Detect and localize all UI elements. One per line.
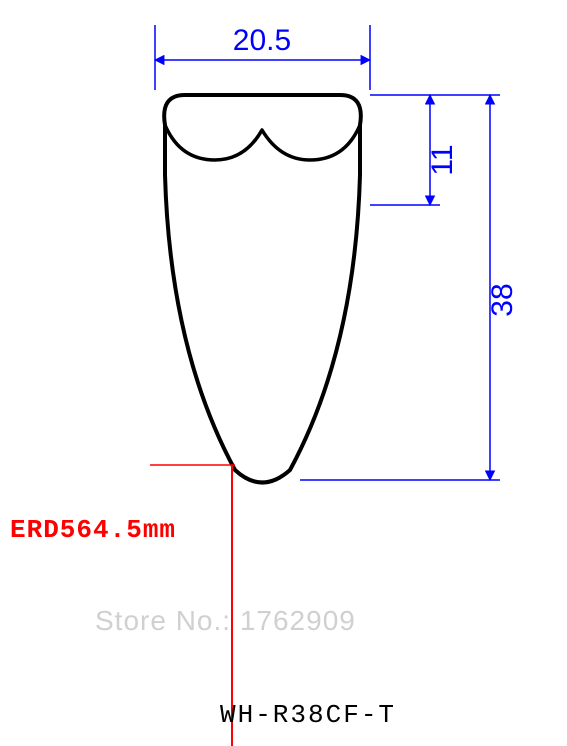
rim-profile bbox=[164, 95, 361, 483]
watermark: Store No.: 1762909 bbox=[95, 605, 356, 637]
dimension-labels: 20.5 11 38 bbox=[233, 24, 519, 317]
total-height-label: 38 bbox=[486, 283, 519, 316]
width-label: 20.5 bbox=[233, 24, 291, 57]
erd-label: ERD564.5mm bbox=[10, 515, 176, 545]
model-label: WH-R38CF-T bbox=[220, 700, 396, 730]
inner-height-label: 11 bbox=[426, 144, 459, 175]
